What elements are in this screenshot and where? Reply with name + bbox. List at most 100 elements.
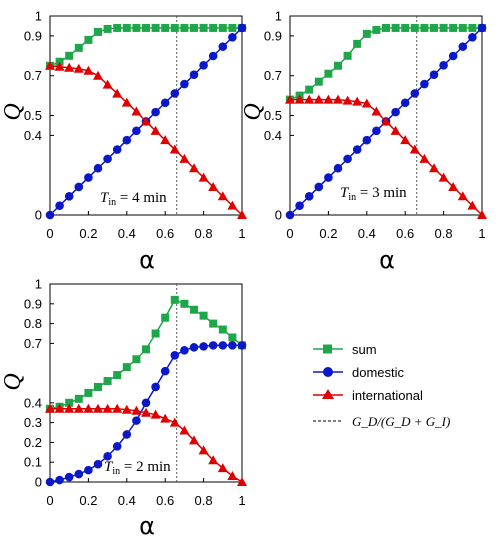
data-point-domestic bbox=[122, 430, 132, 439]
x-axis-label: α bbox=[379, 246, 395, 274]
data-point-international bbox=[179, 153, 190, 163]
legend-label-sum: sum bbox=[352, 342, 377, 357]
data-point-domestic bbox=[458, 42, 468, 51]
data-point-domestic bbox=[93, 163, 103, 173]
chart-panel-tin-2min: Tin = 2 min α Q 0 0.2 0.4 0.6 0.8 1 0 0.1 0.2 0.3… bbox=[0, 277, 247, 540]
data-point-international bbox=[83, 65, 94, 75]
data-point-domestic bbox=[55, 201, 64, 210]
legend-marker-circle bbox=[323, 367, 333, 377]
data-point-international bbox=[64, 403, 75, 413]
data-point-domestic bbox=[477, 23, 487, 33]
data-point-sum bbox=[228, 333, 237, 342]
series-line-sum bbox=[289, 27, 482, 101]
data-point-sum bbox=[84, 388, 93, 397]
x-tick-label: 0 bbox=[286, 226, 293, 241]
data-point-domestic bbox=[448, 51, 458, 61]
data-point-sum bbox=[218, 23, 227, 32]
data-point-sum bbox=[218, 325, 227, 334]
chart-panel-tin-3min: Tin = 3 min α Q 0 0.2 0.4 0.6 0.8 1 0 0.4 0.5 0.7… bbox=[240, 9, 487, 274]
data-point-domestic bbox=[189, 343, 199, 352]
annotation-var: T bbox=[100, 190, 110, 206]
x-tick-label: 1 bbox=[478, 226, 485, 241]
y-tick-label: 0.7 bbox=[264, 68, 282, 83]
data-point-sum bbox=[209, 23, 218, 32]
data-point-sum bbox=[103, 24, 112, 33]
data-point-sum bbox=[74, 43, 83, 52]
data-point-sum bbox=[94, 27, 102, 36]
data-point-sum bbox=[420, 23, 429, 32]
data-point-international bbox=[457, 191, 468, 201]
data-point-international bbox=[304, 94, 315, 104]
annotation-text: = 4 min bbox=[116, 190, 167, 206]
data-point-international bbox=[438, 172, 449, 182]
data-point-international bbox=[54, 403, 65, 413]
data-point-international bbox=[54, 61, 65, 71]
legend-marker-triangle bbox=[322, 389, 334, 399]
y-tick-label: 0.4 bbox=[24, 395, 42, 410]
data-point-sum bbox=[103, 377, 112, 386]
legend-marker-square bbox=[323, 344, 332, 354]
data-point-domestic bbox=[103, 154, 112, 164]
data-point-domestic bbox=[333, 163, 343, 173]
x-tick-label: 0.6 bbox=[156, 493, 174, 508]
data-point-international bbox=[112, 403, 123, 413]
data-point-domestic bbox=[352, 145, 362, 154]
data-point-domestic bbox=[180, 79, 189, 89]
data-point-sum bbox=[142, 345, 150, 354]
data-point-international bbox=[448, 181, 459, 191]
legend-item-international: international bbox=[313, 388, 423, 403]
y-tick-label: 0.9 bbox=[24, 28, 42, 43]
data-point-sum bbox=[132, 355, 141, 364]
data-point-international bbox=[208, 455, 219, 465]
x-tick-label: 0.4 bbox=[118, 226, 136, 241]
x-tick-label: 0.4 bbox=[358, 226, 376, 241]
data-point-domestic bbox=[103, 451, 112, 461]
annotation-text: = 2 min bbox=[120, 459, 171, 475]
data-point-international bbox=[237, 210, 247, 219]
data-point-sum bbox=[468, 23, 477, 32]
data-point-international bbox=[237, 477, 247, 486]
data-point-international bbox=[189, 163, 199, 173]
y-tick-label: 0 bbox=[35, 475, 42, 490]
data-point-domestic bbox=[304, 191, 314, 201]
data-point-international bbox=[390, 125, 401, 135]
data-point-domestic bbox=[170, 350, 180, 360]
data-point-international bbox=[160, 135, 171, 145]
data-point-international bbox=[419, 153, 430, 163]
data-point-sum bbox=[353, 39, 362, 48]
annotation-var: T bbox=[104, 459, 114, 475]
data-point-domestic bbox=[228, 341, 237, 350]
x-tick-label: 0.8 bbox=[195, 226, 213, 241]
y-tick-label: 0.7 bbox=[24, 68, 42, 83]
data-point-sum bbox=[372, 25, 381, 34]
data-point-domestic bbox=[237, 341, 247, 350]
data-point-sum bbox=[449, 23, 458, 32]
data-point-international bbox=[333, 94, 343, 104]
data-point-sum bbox=[170, 23, 179, 32]
y-tick-label: 0.7 bbox=[24, 336, 42, 351]
data-point-international bbox=[217, 191, 228, 201]
y-tick-label: 0.4 bbox=[264, 128, 282, 143]
data-point-sum bbox=[190, 305, 198, 314]
data-point-international bbox=[342, 95, 353, 105]
data-point-international bbox=[189, 435, 199, 445]
data-point-domestic bbox=[199, 61, 208, 70]
data-point-domestic bbox=[189, 70, 199, 80]
data-point-domestic bbox=[343, 154, 352, 164]
data-point-international bbox=[400, 135, 411, 145]
data-point-international bbox=[429, 163, 439, 173]
data-point-international bbox=[467, 200, 478, 210]
data-point-sum bbox=[65, 398, 74, 407]
data-point-sum bbox=[362, 29, 371, 38]
data-point-domestic bbox=[84, 465, 93, 475]
data-point-international bbox=[64, 62, 75, 72]
data-point-sum bbox=[410, 23, 419, 32]
data-point-sum bbox=[180, 23, 189, 32]
data-point-international bbox=[361, 98, 372, 108]
data-point-domestic bbox=[64, 472, 74, 482]
data-point-domestic bbox=[295, 201, 304, 210]
data-point-international bbox=[45, 60, 55, 70]
x-axis-label: α bbox=[139, 246, 155, 274]
y-tick-label: 0 bbox=[275, 208, 282, 223]
data-point-sum bbox=[334, 61, 342, 70]
